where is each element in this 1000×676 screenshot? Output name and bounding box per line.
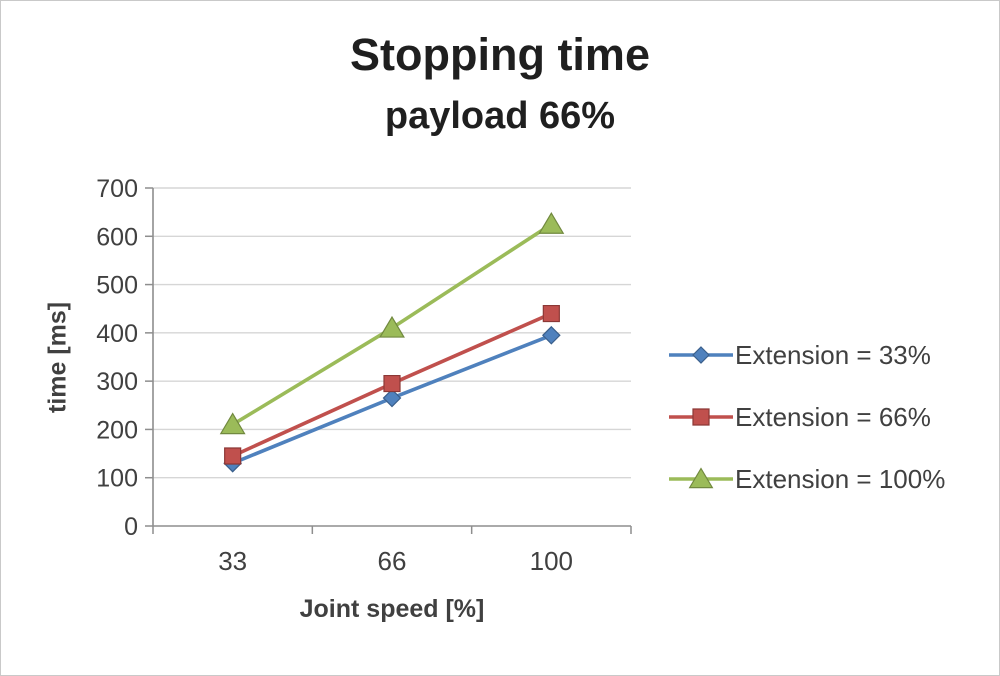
x-tick-label: 100 — [530, 546, 573, 576]
y-tick-label: 200 — [96, 416, 138, 444]
y-tick-label: 300 — [96, 368, 138, 396]
x-tick-label: 33 — [218, 546, 247, 576]
legend-label: Extension = 33% — [735, 339, 931, 370]
series-marker-2 — [538, 212, 565, 234]
y-tick-label: 600 — [96, 223, 138, 251]
legend-marker-icon — [669, 346, 733, 364]
y-axis-title: time [ms] — [43, 301, 72, 413]
x-axis-title: Joint speed [%] — [299, 595, 485, 623]
series-marker-1 — [224, 447, 242, 465]
legend-item: Extension = 66% — [669, 401, 945, 432]
chart-title: Stopping time — [350, 29, 650, 80]
y-tick-label: 400 — [96, 320, 138, 348]
y-tick-label: 0 — [124, 513, 138, 541]
y-tick-label: 100 — [96, 465, 138, 493]
y-tick-label: 500 — [96, 272, 138, 300]
series-marker-1 — [542, 304, 560, 323]
legend-label: Extension = 100% — [735, 463, 946, 494]
legend-marker — [692, 408, 710, 426]
legend-marker-icon — [669, 408, 733, 426]
legend-marker — [692, 346, 710, 364]
series-marker-2 — [379, 315, 405, 338]
legend-label: Extension = 66% — [735, 401, 931, 432]
legend-marker-icon — [669, 467, 733, 489]
legend-marker — [688, 467, 714, 489]
series-marker-1 — [383, 374, 401, 393]
series-marker-2 — [219, 412, 246, 435]
legend-item: Extension = 100% — [669, 463, 946, 494]
y-tick-label: 700 — [96, 175, 138, 203]
x-tick-label: 66 — [378, 546, 407, 576]
chart-subtitle: payload 66% — [384, 95, 616, 137]
series-marker-0 — [541, 325, 561, 345]
legend: Extension = 33% Extension = 66% Extensio… — [669, 339, 946, 494]
series-marker-0 — [382, 388, 402, 408]
legend-item: Extension = 33% — [669, 339, 945, 370]
